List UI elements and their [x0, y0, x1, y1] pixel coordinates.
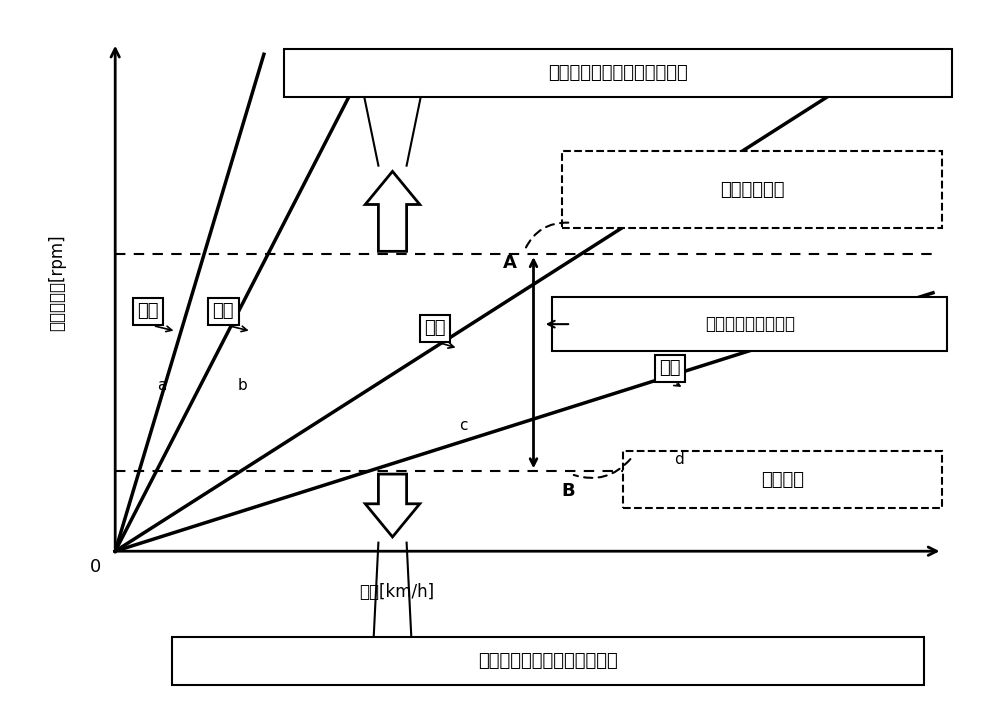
- FancyBboxPatch shape: [623, 451, 942, 508]
- Text: 常用上限转速: 常用上限转速: [720, 181, 784, 199]
- Text: 第二: 第二: [213, 302, 234, 321]
- Text: 0: 0: [90, 558, 101, 576]
- FancyBboxPatch shape: [172, 637, 924, 685]
- Text: 发动机转速[rpm]: 发动机转速[rpm]: [48, 234, 66, 331]
- Text: d: d: [674, 452, 684, 468]
- Text: 车速[km/h]: 车速[km/h]: [360, 583, 435, 600]
- Text: a: a: [158, 378, 167, 393]
- Polygon shape: [365, 474, 420, 537]
- Text: B: B: [561, 482, 575, 501]
- Text: 怠速转速: 怠速转速: [761, 471, 804, 489]
- Text: 第一: 第一: [137, 302, 159, 321]
- Text: 第三: 第三: [424, 319, 446, 338]
- Text: c: c: [459, 418, 467, 433]
- Text: b: b: [237, 378, 247, 393]
- Text: 第四: 第四: [659, 359, 681, 378]
- FancyBboxPatch shape: [552, 297, 947, 351]
- Polygon shape: [365, 171, 420, 251]
- Text: 由于超速运转离合器难以接合: 由于超速运转离合器难以接合: [548, 64, 688, 82]
- Text: A: A: [503, 253, 517, 272]
- Text: 离合器接合允许区域: 离合器接合允许区域: [705, 315, 795, 333]
- FancyBboxPatch shape: [284, 49, 952, 97]
- Text: 由于欠速运转离合器难以接合: 由于欠速运转离合器难以接合: [478, 652, 617, 670]
- FancyBboxPatch shape: [562, 151, 942, 228]
